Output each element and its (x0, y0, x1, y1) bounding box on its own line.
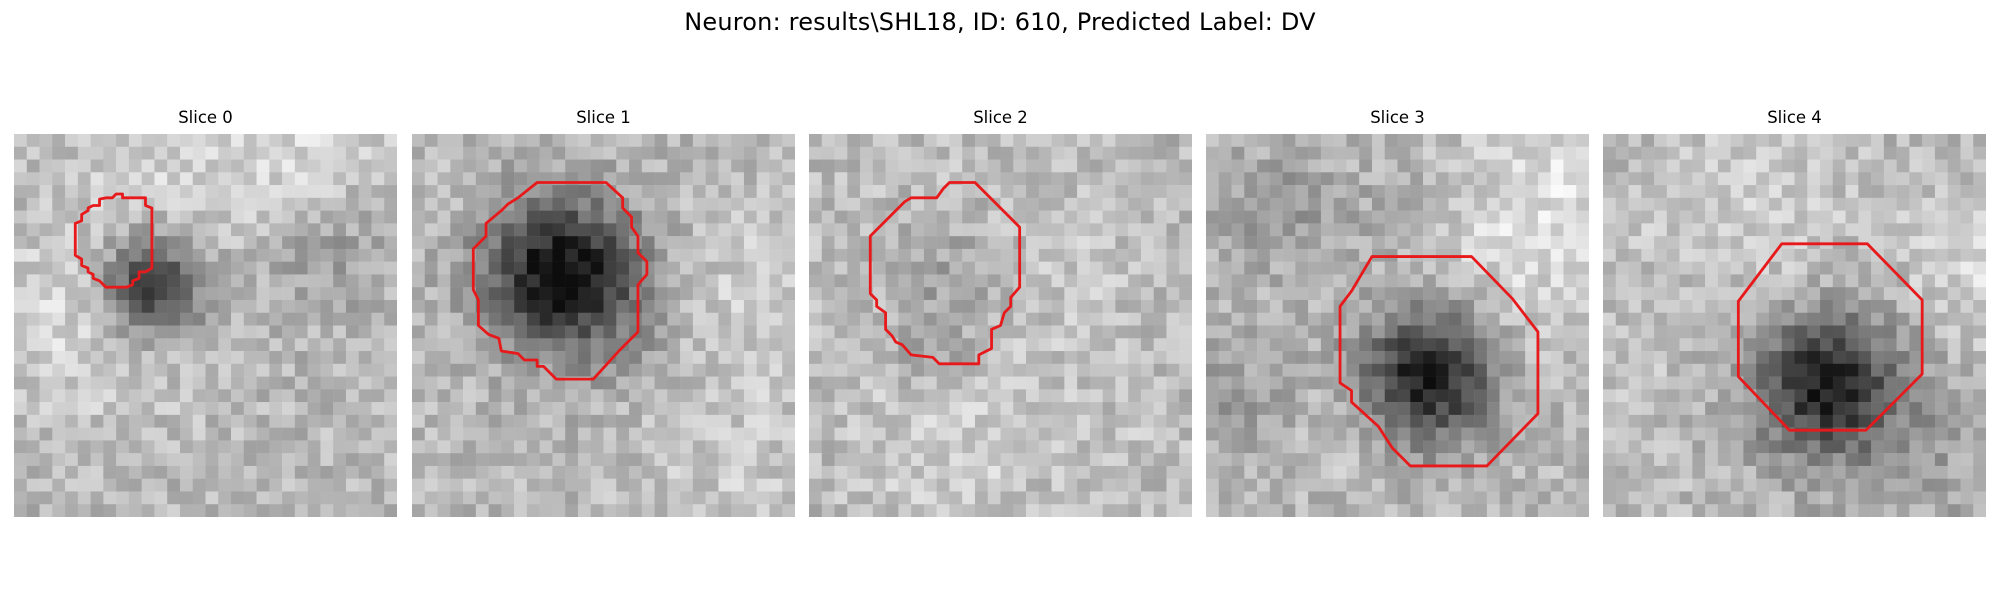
intensity-grid (1603, 134, 1986, 517)
roi-contour (73, 192, 154, 289)
slice-image (14, 134, 397, 517)
intensity-grid (1206, 134, 1589, 517)
intensity-grid (809, 134, 1192, 517)
slice-image (809, 134, 1192, 517)
slice-image (1603, 134, 1986, 517)
intensity-grid (412, 134, 795, 517)
roi-contour (868, 181, 1022, 366)
slice-image (1206, 134, 1589, 517)
figure-title: Neuron: results\SHL18, ID: 610, Predicte… (684, 8, 1316, 36)
slice-title: Slice 1 (576, 108, 631, 127)
roi-contour (1338, 255, 1540, 468)
slice-title: Slice 0 (178, 108, 233, 127)
intensity-grid (14, 134, 397, 517)
slice-image (412, 134, 795, 517)
slice-title: Slice 2 (973, 108, 1028, 127)
slice-title: Slice 4 (1767, 108, 1822, 127)
roi-contour (1736, 242, 1924, 432)
slice-title: Slice 3 (1370, 108, 1425, 127)
roi-contour (471, 181, 649, 381)
